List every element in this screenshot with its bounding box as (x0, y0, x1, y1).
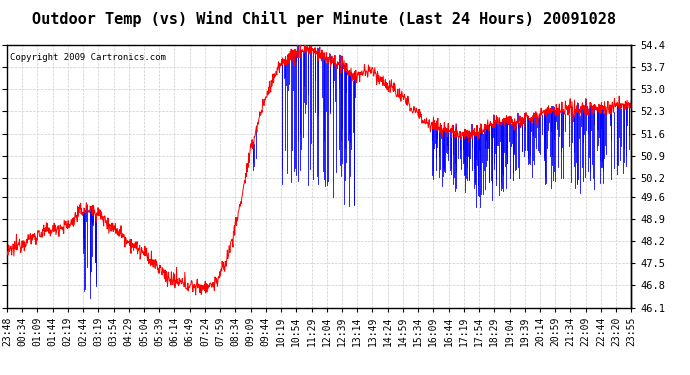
Text: Outdoor Temp (vs) Wind Chill per Minute (Last 24 Hours) 20091028: Outdoor Temp (vs) Wind Chill per Minute … (32, 11, 616, 27)
Text: Copyright 2009 Cartronics.com: Copyright 2009 Cartronics.com (10, 53, 166, 62)
